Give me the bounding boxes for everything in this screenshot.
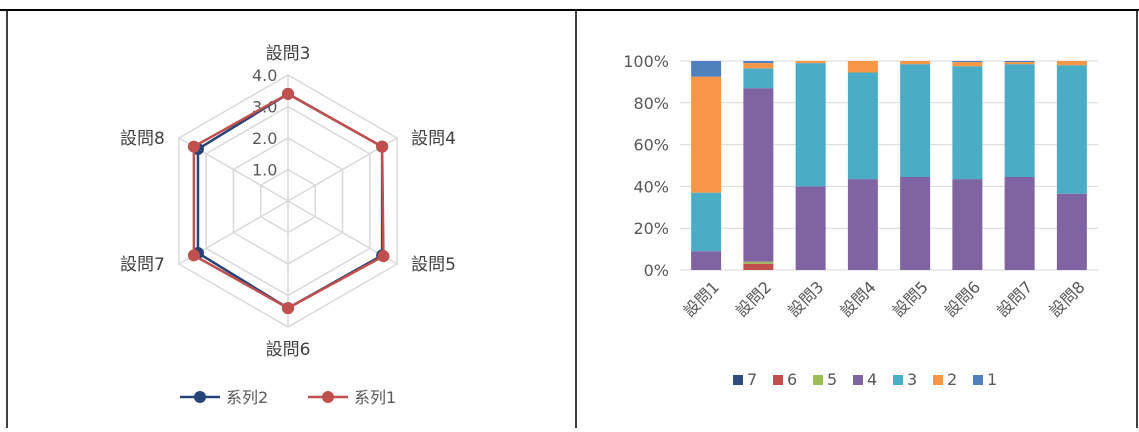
panel-borders [0, 9, 1139, 428]
legend-label: 2 [947, 370, 957, 389]
legend-swatch [813, 375, 823, 385]
y-tick-label: 20% [633, 219, 669, 238]
bar-segment [900, 176, 931, 270]
x-category-label: 設問8 [1045, 277, 1088, 320]
radar-series-line [196, 92, 384, 310]
bar-segment [900, 64, 931, 177]
legend-swatch [933, 375, 943, 385]
x-category-label: 設問3 [784, 277, 827, 320]
bar-segment [743, 61, 774, 64]
bar-segment [1056, 65, 1087, 194]
legend-label: 3 [907, 370, 917, 389]
radar-category-label: 設問4 [411, 129, 456, 149]
legend-label: 系列1 [354, 388, 396, 407]
bar-segment [691, 192, 722, 252]
bar-segment [1056, 61, 1087, 66]
legend-swatch [853, 375, 863, 385]
radar-category-label: 設問8 [120, 129, 165, 149]
legend-label: 5 [827, 370, 837, 389]
bar-segment [691, 251, 722, 270]
bar-segment [743, 261, 774, 264]
radar-marker [282, 302, 294, 315]
radar-tick-label: 4.0 [252, 66, 277, 85]
x-category-label: 設問7 [993, 277, 1036, 320]
bar-segment [847, 72, 878, 180]
y-tick-label: 100% [623, 52, 669, 71]
legend-label: 6 [787, 370, 797, 389]
x-category-label: 設問2 [732, 277, 775, 320]
radar-category-label: 設問3 [266, 44, 311, 64]
bar-segment [743, 263, 774, 270]
bar-segment [691, 61, 722, 77]
radar-marker [377, 250, 390, 263]
bar-segment [1056, 193, 1087, 270]
x-category-label: 設問1 [680, 277, 723, 320]
radar-marker [282, 87, 294, 100]
legend-label: 4 [867, 370, 877, 389]
legend-label: 7 [747, 370, 757, 389]
bar-segment [847, 61, 878, 73]
legend-label: 系列2 [226, 388, 268, 407]
radar-category-label: 設問6 [266, 340, 311, 360]
bar-segment [795, 63, 826, 187]
bar-segment [743, 63, 774, 69]
bar-segment [847, 179, 878, 270]
radar-tick-label: 2.0 [252, 129, 277, 148]
bar-segment [743, 88, 774, 262]
bar-segment [952, 66, 983, 180]
stacked-bar-chart: 0% 20% 40% 60% 80% 100% 設問1 設問2 設問3 設問4 設問5 設問6 設問7 設… [623, 52, 1098, 389]
bar-segment [1004, 64, 1035, 177]
bar-segment [795, 61, 826, 64]
legend-label: 1 [987, 370, 997, 389]
legend-marker-swatch [322, 391, 334, 403]
bar-segment [952, 61, 983, 63]
y-tick-label: 40% [633, 177, 669, 196]
bar-segment [691, 76, 722, 193]
bar-segment [795, 186, 826, 270]
y-tick-label: 80% [633, 94, 669, 113]
x-category-label: 設問6 [941, 277, 984, 320]
bar-segment [900, 61, 931, 65]
x-category-label: 設問5 [889, 277, 932, 320]
radar-category-label: 設問5 [411, 255, 456, 275]
radar-tick-label: 1.0 [252, 161, 277, 180]
x-category-label: 設問4 [836, 277, 879, 320]
bar-segment [952, 62, 983, 67]
legend-swatch [973, 375, 983, 385]
radar-marker [187, 140, 200, 153]
bar-segment [1004, 176, 1035, 270]
bar-segment [1004, 61, 1035, 63]
bar-segment [743, 68, 774, 89]
y-tick-label: 60% [633, 136, 669, 155]
radar-marker [376, 140, 389, 153]
legend-swatch [733, 375, 743, 385]
legend-marker-swatch [194, 391, 206, 403]
legend-swatch [893, 375, 903, 385]
legend-swatch [773, 375, 783, 385]
radar-marker [187, 249, 200, 262]
bar-segment [1004, 62, 1035, 65]
y-tick-label: 0% [644, 261, 669, 280]
radar-category-label: 設問7 [120, 255, 165, 275]
bar-segment [952, 179, 983, 270]
